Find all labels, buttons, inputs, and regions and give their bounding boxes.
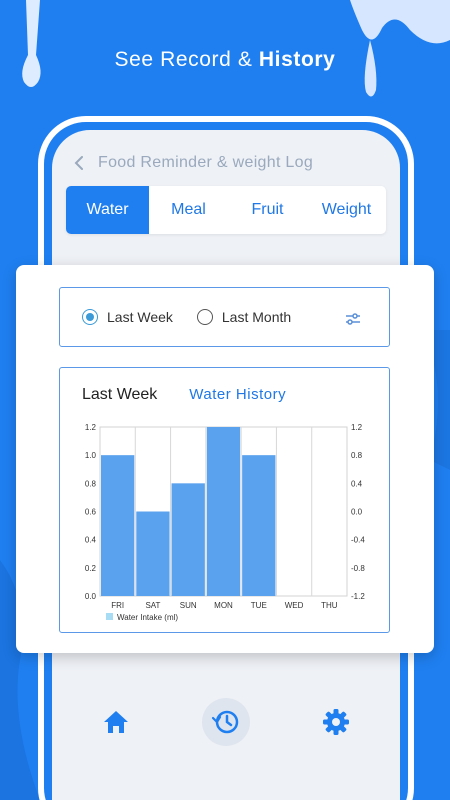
tab-fruit[interactable]: Fruit [251,201,284,218]
x-tick-label: WED [285,601,304,610]
x-tick-label: SUN [180,601,197,610]
y-left-tick-label: 0.0 [85,592,97,601]
period-filter: Last Week Last Month [59,287,390,347]
bar-mon [206,427,241,596]
app-header-title: Food Reminder & weight Log [98,154,314,171]
history-icon [211,710,239,734]
bar-fri [101,455,135,596]
radio-last-month[interactable]: Last Month [196,309,292,325]
radio-last-week-label: Last Week [107,309,173,325]
bar-tue [242,455,276,596]
app-header: Food Reminder & weight Log [52,148,400,178]
legend-label: Water Intake (ml) [117,613,178,622]
y-right-tick-label: -0.4 [351,536,365,545]
tab-water[interactable]: Water [66,186,149,234]
y-left-tick-label: 0.6 [85,508,97,517]
bottom-nav [52,690,400,754]
water-bar-chart: 0.0 0.2 0.4 0.6 0.8 1.0 1.2 -1.2 -0.8 -0.4 0.0 0.4 0… [85,423,365,622]
legend-swatch [106,613,113,620]
nav-history-button[interactable] [202,698,250,746]
bar-sat [136,511,170,596]
y-right-tick-label: -0.8 [351,564,365,573]
back-arrow-icon[interactable] [74,153,88,173]
chart-title: Water History [189,386,287,403]
tab-meal[interactable]: Meal [171,201,206,218]
headline-bold: History [258,48,336,71]
settings-icon [323,709,349,735]
x-tick-label: THU [321,601,338,610]
headline: See Record & History [0,48,450,72]
y-right-tick-label: -1.2 [351,592,365,601]
y-left-tick-label: 0.4 [85,536,97,545]
chart-header: Last Week Water History [82,386,286,404]
nav-settings-button[interactable] [312,698,360,746]
y-left-tick-label: 1.2 [85,423,97,432]
category-tabs: Water Meal Fruit Weight [66,186,386,234]
x-tick-label: MON [214,601,233,610]
y-right-tick-label: 0.8 [351,451,363,460]
history-card: Last Week Last Month Last Week Water His… [16,265,434,653]
bar-sun [171,483,205,596]
y-left-tick-label: 0.2 [85,564,97,573]
radio-unchecked-icon [196,309,213,325]
y-right-tick-label: 1.2 [351,423,363,432]
y-left-tick-label: 0.8 [85,479,97,488]
radio-checked-icon [82,309,98,325]
chart-period-label: Last Week [82,386,158,403]
x-tick-label: TUE [251,601,267,610]
headline-regular: See Record & [114,48,259,71]
x-tick-label: FRI [111,601,124,610]
radio-last-week[interactable]: Last Week [82,309,173,325]
y-left-tick-label: 1.0 [85,451,97,460]
home-icon [104,711,128,733]
radio-last-month-label: Last Month [221,309,292,325]
y-right-tick-label: 0.4 [351,479,363,488]
sliders-icon[interactable] [345,312,361,326]
x-tick-label: SAT [145,601,160,610]
chart-container: Last Week Water History 0.0 0.2 0.4 0.6 0.8 1… [59,367,390,633]
nav-home-button[interactable] [92,698,140,746]
y-right-tick-label: 0.0 [351,508,363,517]
tab-weight[interactable]: Weight [321,201,372,218]
